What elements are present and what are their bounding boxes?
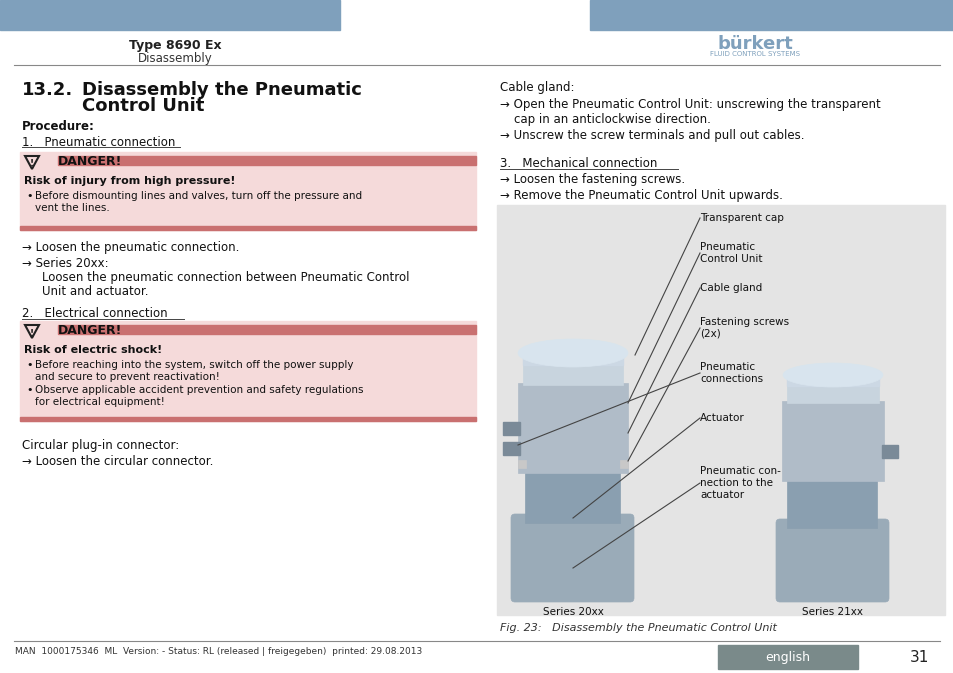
Bar xyxy=(786,478,876,528)
Text: Series 20xx: Series 20xx xyxy=(542,607,603,617)
Bar xyxy=(517,383,627,473)
Bar xyxy=(786,371,878,386)
Bar xyxy=(20,321,476,421)
Text: Observe applicable accident prevention and safety regulations: Observe applicable accident prevention a… xyxy=(35,385,363,395)
Text: Fig. 23:   Disassembly the Pneumatic Control Unit: Fig. 23: Disassembly the Pneumatic Contr… xyxy=(499,623,776,633)
FancyBboxPatch shape xyxy=(511,514,634,602)
Text: Loosen the pneumatic connection between Pneumatic Control: Loosen the pneumatic connection between … xyxy=(42,271,409,284)
Text: Before reaching into the system, switch off the power supply: Before reaching into the system, switch … xyxy=(35,360,354,370)
Text: for electrical equipment!: for electrical equipment! xyxy=(35,397,165,407)
FancyBboxPatch shape xyxy=(775,519,888,602)
Text: → Open the Pneumatic Control Unit: unscrewing the transparent: → Open the Pneumatic Control Unit: unscr… xyxy=(499,98,880,111)
Bar xyxy=(58,156,476,165)
Text: Cable gland: Cable gland xyxy=(700,283,761,293)
Bar xyxy=(781,401,883,481)
Bar xyxy=(882,445,897,458)
Text: Unit and actuator.: Unit and actuator. xyxy=(42,285,149,298)
Bar xyxy=(517,460,525,468)
Text: 13.2.: 13.2. xyxy=(22,81,73,99)
Bar xyxy=(497,205,944,615)
Text: Risk of injury from high pressure!: Risk of injury from high pressure! xyxy=(24,176,235,186)
Bar xyxy=(729,20,745,25)
Text: Disassembly the Pneumatic: Disassembly the Pneumatic xyxy=(82,81,361,99)
Text: Pneumatic
Control Unit: Pneumatic Control Unit xyxy=(700,242,761,264)
Ellipse shape xyxy=(517,339,627,367)
Text: Disassembly: Disassembly xyxy=(137,52,213,65)
Bar xyxy=(589,0,953,30)
Text: •: • xyxy=(26,360,32,370)
Bar xyxy=(718,645,857,669)
Bar xyxy=(0,0,339,30)
Bar xyxy=(58,325,476,334)
Bar xyxy=(718,20,725,25)
Text: Procedure:: Procedure: xyxy=(22,120,94,133)
Text: DANGER!: DANGER! xyxy=(58,324,122,337)
Bar xyxy=(20,152,476,230)
Text: bürkert: bürkert xyxy=(717,35,792,53)
Bar xyxy=(524,468,619,523)
Text: → Loosen the circular connector.: → Loosen the circular connector. xyxy=(22,455,213,468)
Text: !: ! xyxy=(30,328,34,337)
Bar xyxy=(20,226,476,230)
Text: Risk of electric shock!: Risk of electric shock! xyxy=(24,345,162,355)
Text: → Loosen the fastening screws.: → Loosen the fastening screws. xyxy=(499,173,684,186)
Text: •: • xyxy=(26,385,32,395)
Text: vent the lines.: vent the lines. xyxy=(35,203,110,213)
Bar xyxy=(502,442,519,455)
Text: 3.   Mechanical connection: 3. Mechanical connection xyxy=(499,157,657,170)
Text: cap in an anticlockwise direction.: cap in an anticlockwise direction. xyxy=(514,113,710,126)
Bar xyxy=(786,381,878,403)
Ellipse shape xyxy=(782,363,882,387)
Text: Fastening screws
(2x): Fastening screws (2x) xyxy=(700,317,788,339)
Text: Pneumatic
connections: Pneumatic connections xyxy=(700,362,762,384)
Bar xyxy=(502,422,519,435)
Text: 31: 31 xyxy=(909,649,929,664)
Text: Before dismounting lines and valves, turn off the pressure and: Before dismounting lines and valves, tur… xyxy=(35,191,362,201)
Text: MAN  1000175346  ML  Version: - Status: RL (released | freigegeben)  printed: 29: MAN 1000175346 ML Version: - Status: RL … xyxy=(15,647,422,656)
Text: Type 8690 Ex: Type 8690 Ex xyxy=(129,39,221,52)
Bar xyxy=(20,417,476,421)
Bar xyxy=(747,20,755,25)
Text: DANGER!: DANGER! xyxy=(58,155,122,168)
Text: Circular plug-in connector:: Circular plug-in connector: xyxy=(22,439,179,452)
Text: Series 21xx: Series 21xx xyxy=(801,607,862,617)
Text: Transparent cap: Transparent cap xyxy=(700,213,783,223)
Text: •: • xyxy=(26,191,32,201)
Text: english: english xyxy=(764,651,810,664)
Text: !: ! xyxy=(30,160,34,168)
Text: → Loosen the pneumatic connection.: → Loosen the pneumatic connection. xyxy=(22,241,239,254)
Text: Pneumatic con-
nection to the
actuator: Pneumatic con- nection to the actuator xyxy=(700,466,781,499)
Text: 2.   Electrical connection: 2. Electrical connection xyxy=(22,307,168,320)
Bar xyxy=(619,460,627,468)
Text: Control Unit: Control Unit xyxy=(82,97,204,115)
Text: 1.   Pneumatic connection: 1. Pneumatic connection xyxy=(22,136,175,149)
Text: Actuator: Actuator xyxy=(700,413,744,423)
Text: Cable gland:: Cable gland: xyxy=(499,81,574,94)
Bar xyxy=(522,360,622,385)
Text: FLUID CONTROL SYSTEMS: FLUID CONTROL SYSTEMS xyxy=(709,51,800,57)
Text: → Series 20xx:: → Series 20xx: xyxy=(22,257,109,270)
Text: and secure to prevent reactivation!: and secure to prevent reactivation! xyxy=(35,372,219,382)
Text: → Remove the Pneumatic Control Unit upwards.: → Remove the Pneumatic Control Unit upwa… xyxy=(499,189,782,202)
Bar xyxy=(522,349,622,365)
Text: → Unscrew the screw terminals and pull out cables.: → Unscrew the screw terminals and pull o… xyxy=(499,129,803,142)
